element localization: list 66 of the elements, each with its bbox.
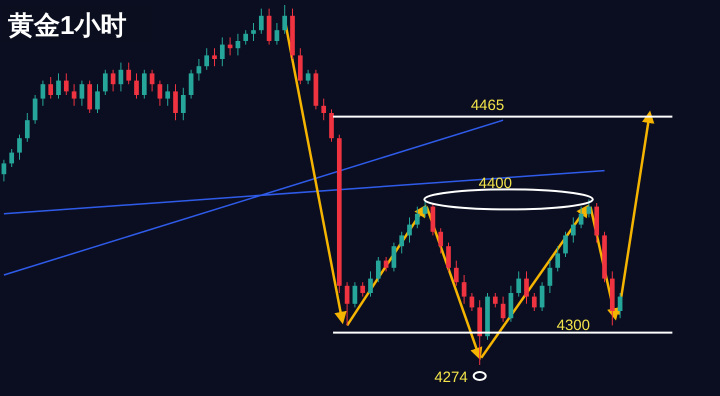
candlestick bbox=[384, 256, 388, 272]
candlestick bbox=[158, 80, 162, 106]
candlestick bbox=[110, 69, 116, 92]
text: 4274 bbox=[434, 369, 468, 386]
candlestick bbox=[2, 159, 6, 182]
candlestick bbox=[516, 270, 522, 298]
candlestick bbox=[462, 274, 466, 304]
candlestick bbox=[150, 69, 154, 92]
candlestick bbox=[64, 72, 69, 96]
candlestick bbox=[524, 270, 529, 304]
candlestick bbox=[500, 296, 506, 322]
candlestick bbox=[352, 282, 358, 308]
candlestick bbox=[454, 260, 459, 286]
candlestick bbox=[188, 69, 194, 100]
candlestick bbox=[40, 80, 46, 106]
candlestick bbox=[24, 112, 30, 142]
candlestick bbox=[274, 22, 280, 46]
candlestick bbox=[438, 228, 444, 254]
candlestick bbox=[48, 76, 54, 100]
annotation: 4465 bbox=[470, 97, 504, 114]
candlestick bbox=[368, 270, 373, 298]
candlestick bbox=[555, 246, 560, 272]
candlestick bbox=[540, 282, 544, 312]
candlestick bbox=[72, 84, 76, 106]
candlestick bbox=[165, 84, 170, 106]
annotation: 4400 bbox=[478, 175, 512, 192]
candlestick bbox=[212, 48, 217, 67]
candlestick bbox=[9, 148, 14, 168]
candlestick bbox=[204, 48, 210, 70]
candlestick bbox=[180, 87, 186, 121]
candlestick bbox=[243, 30, 248, 46]
candlestick bbox=[578, 206, 584, 229]
candlestick bbox=[258, 8, 264, 34]
candlestick bbox=[360, 282, 366, 298]
candlestick bbox=[399, 231, 404, 254]
candlestick bbox=[446, 242, 451, 272]
candlestick bbox=[236, 33, 240, 56]
candlestick bbox=[563, 231, 568, 258]
candlestick bbox=[228, 36, 232, 56]
candlestick bbox=[251, 22, 256, 42]
chart-title: 黄金1小时 bbox=[7, 10, 126, 40]
candlestick bbox=[134, 72, 139, 100]
candlestick bbox=[548, 260, 552, 294]
candlestick bbox=[196, 58, 202, 82]
candlestick bbox=[376, 256, 381, 283]
candlestick bbox=[470, 292, 474, 312]
annotation: 4300 bbox=[556, 317, 590, 334]
candlestick bbox=[407, 216, 412, 244]
candlestick bbox=[532, 292, 537, 312]
candlestick bbox=[17, 134, 22, 160]
candlestick bbox=[80, 80, 84, 106]
candlestick bbox=[56, 72, 61, 100]
candlestick bbox=[102, 69, 108, 96]
candlestick bbox=[126, 62, 132, 85]
candlestick bbox=[173, 84, 178, 121]
candlestick bbox=[220, 36, 225, 67]
candlestick bbox=[392, 242, 396, 272]
candlestick bbox=[414, 206, 420, 229]
candlestick bbox=[142, 69, 147, 100]
candlestick bbox=[95, 84, 100, 114]
candlestick bbox=[422, 198, 428, 218]
candlestick bbox=[118, 62, 124, 92]
candlestick bbox=[32, 94, 38, 124]
candlestick bbox=[586, 198, 592, 218]
candlestick bbox=[492, 292, 498, 308]
candlestick bbox=[570, 216, 576, 244]
